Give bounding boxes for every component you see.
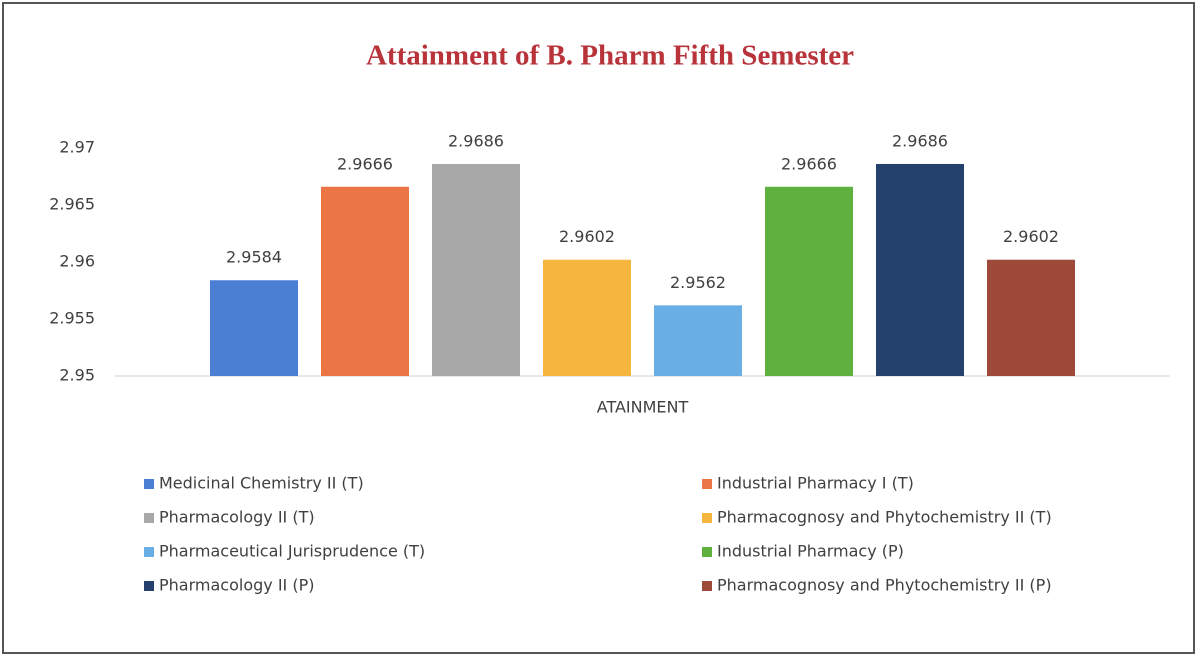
data-label: 2.9686 [892, 131, 948, 150]
legend-label: Pharmacology II (P) [159, 576, 314, 595]
legend-swatch [702, 547, 712, 557]
data-label: 2.9666 [337, 154, 393, 173]
x-tick-label: ATAINMENT [597, 398, 689, 417]
legend-label: Pharmaceutical Jurisprudence (T) [159, 542, 425, 561]
bar [987, 259, 1075, 376]
bar [543, 259, 631, 376]
legend-label: Pharmacology II (T) [159, 508, 315, 527]
data-label: 2.9602 [559, 227, 615, 246]
bar [321, 186, 409, 376]
bar [765, 186, 853, 376]
bar [876, 163, 964, 376]
bar [654, 305, 742, 376]
bar [210, 280, 298, 376]
legend-swatch [144, 513, 154, 523]
legend-swatch [702, 513, 712, 523]
y-tick-label: 2.955 [49, 309, 95, 328]
data-label: 2.9686 [448, 131, 504, 150]
legend-swatch [702, 581, 712, 591]
y-tick-label: 2.97 [59, 138, 95, 157]
bar [432, 163, 520, 376]
legend-label: Medicinal Chemistry II (T) [159, 474, 364, 493]
legend-label: Industrial Pharmacy I (T) [717, 474, 914, 493]
legend-label: Industrial Pharmacy (P) [717, 542, 904, 561]
legend-label: Pharmacognosy and Phytochemistry II (P) [717, 576, 1052, 595]
data-label: 2.9602 [1003, 227, 1059, 246]
y-tick-label: 2.965 [49, 195, 95, 214]
chart-title: Attainment of B. Pharm Fifth Semester [366, 40, 854, 72]
legend-swatch [702, 479, 712, 489]
legend-swatch [144, 547, 154, 557]
legend-swatch [144, 581, 154, 591]
legend-swatch [144, 479, 154, 489]
y-tick-label: 2.96 [59, 252, 95, 271]
y-tick-label: 2.95 [59, 366, 95, 385]
data-label: 2.9666 [781, 154, 837, 173]
legend-label: Pharmacognosy and Phytochemistry II (T) [717, 508, 1052, 527]
data-label: 2.9584 [226, 248, 282, 267]
data-label: 2.9562 [670, 273, 726, 292]
